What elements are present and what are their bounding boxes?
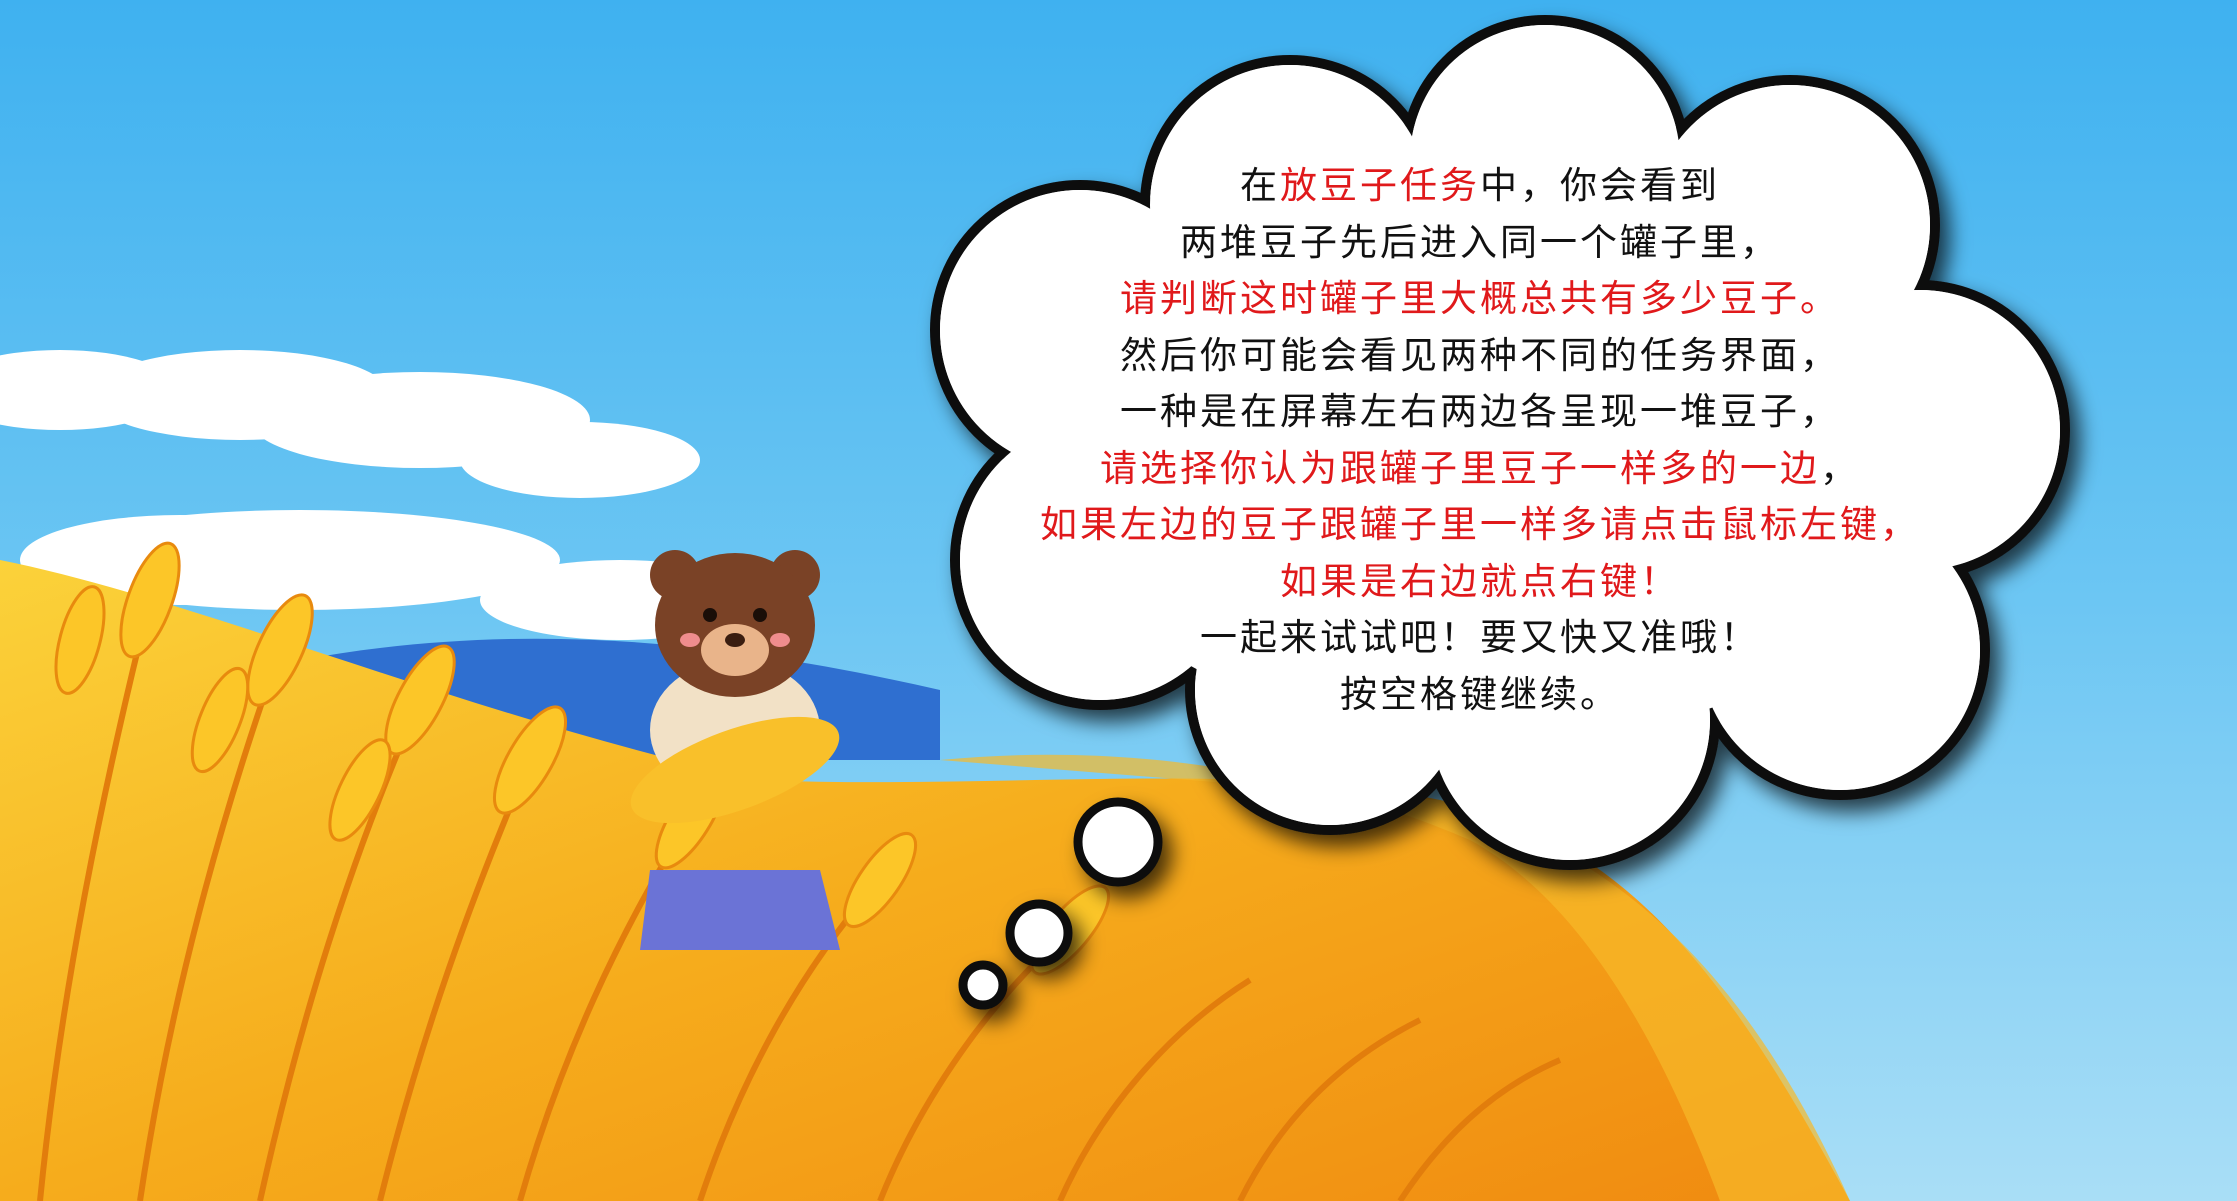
- instruction-text: 在放豆子任务中，你会看到 两堆豆子先后进入同一个罐子里， 请判断这时罐子里大概总…: [880, 158, 2080, 723]
- task-name-highlight: 放豆子任务: [1280, 164, 1480, 207]
- instruction-line-9: 一起来试试吧！要又快又准哦！: [1200, 616, 1760, 659]
- thought-bubble: [930, 15, 2070, 870]
- continue-prompt: 按空格键继续。: [1340, 672, 1620, 716]
- instruction-line-7: 如果左边的豆子跟罐子里一样多请点击鼠标左键，: [1040, 503, 1920, 546]
- instruction-line-8: 如果是右边就点右键！: [1280, 559, 1680, 603]
- instruction-line-1: 在放豆子任务中，你会看到: [1240, 164, 1720, 207]
- thought-bubble-trail: [958, 797, 1163, 1010]
- instruction-line-3: 请判断这时罐子里大概总共有多少豆子。: [1120, 277, 1840, 320]
- instruction-line-5: 一种是在屏幕左右两边各呈现一堆豆子，: [1120, 390, 1840, 433]
- bear-farmer: [630, 550, 840, 950]
- instruction-line-4: 然后你可能会看见两种不同的任务界面，: [1120, 333, 1840, 377]
- wheat-field-right: [940, 754, 1850, 1201]
- instruction-line-6: 请选择你认为跟罐子里豆子一样多的一边，: [1100, 446, 1860, 490]
- instruction-line-2: 两堆豆子先后进入同一个罐子里，: [1180, 220, 1780, 264]
